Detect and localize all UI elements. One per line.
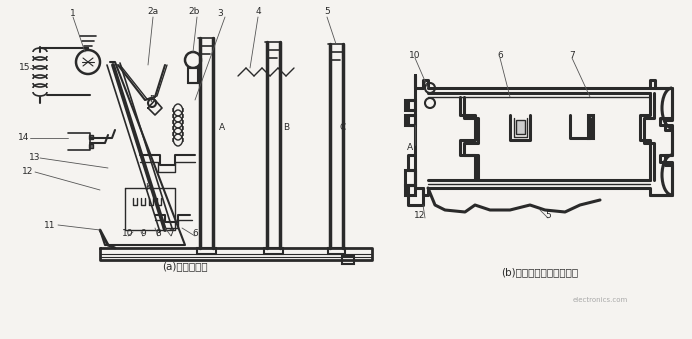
Text: 12: 12 [22, 167, 34, 177]
Text: A: A [407, 143, 413, 153]
Bar [89, 144, 93, 148]
Bar [89, 135, 93, 139]
Text: K: K [145, 183, 151, 193]
Circle shape [148, 99, 156, 107]
Text: 11: 11 [44, 220, 56, 230]
Text: 2b: 2b [188, 7, 200, 17]
Text: 9: 9 [140, 228, 146, 238]
Bar [588, 115, 593, 138]
Bar [197, 248, 216, 254]
Bar [405, 170, 415, 185]
Text: 4: 4 [255, 7, 261, 17]
Text: A: A [219, 123, 225, 133]
Text: 2a: 2a [147, 7, 158, 17]
Circle shape [425, 98, 435, 108]
Text: 13: 13 [29, 154, 41, 162]
Bar [188, 68, 198, 83]
Text: electronics.com: electronics.com [572, 297, 628, 303]
Text: 7: 7 [569, 51, 575, 60]
Bar [405, 115, 415, 125]
Bar [405, 185, 415, 195]
Bar [264, 248, 283, 254]
Text: 5: 5 [324, 7, 330, 17]
Text: 6: 6 [497, 51, 503, 60]
Text: 10: 10 [122, 228, 134, 238]
Text: 14: 14 [18, 134, 30, 142]
Text: (a)结构示意图: (a)结构示意图 [162, 261, 208, 271]
Text: 3: 3 [217, 9, 223, 19]
Text: 8: 8 [155, 228, 161, 238]
Text: P: P [149, 96, 155, 104]
Text: B: B [283, 123, 289, 133]
Bar [328, 248, 345, 254]
Text: 5: 5 [545, 211, 551, 219]
Text: 6: 6 [192, 228, 198, 238]
Circle shape [185, 52, 201, 68]
Text: C: C [340, 123, 346, 133]
Circle shape [425, 83, 435, 93]
Text: (b)差动式断相保护示意图: (b)差动式断相保护示意图 [502, 267, 579, 277]
Text: 15: 15 [19, 63, 30, 73]
Text: 7: 7 [168, 228, 174, 238]
Circle shape [76, 50, 100, 74]
Text: 10: 10 [409, 51, 421, 60]
Bar [405, 100, 415, 110]
Bar [516, 120, 525, 134]
Text: 12: 12 [415, 211, 426, 219]
Text: 1: 1 [70, 9, 76, 19]
Bar [342, 256, 354, 264]
